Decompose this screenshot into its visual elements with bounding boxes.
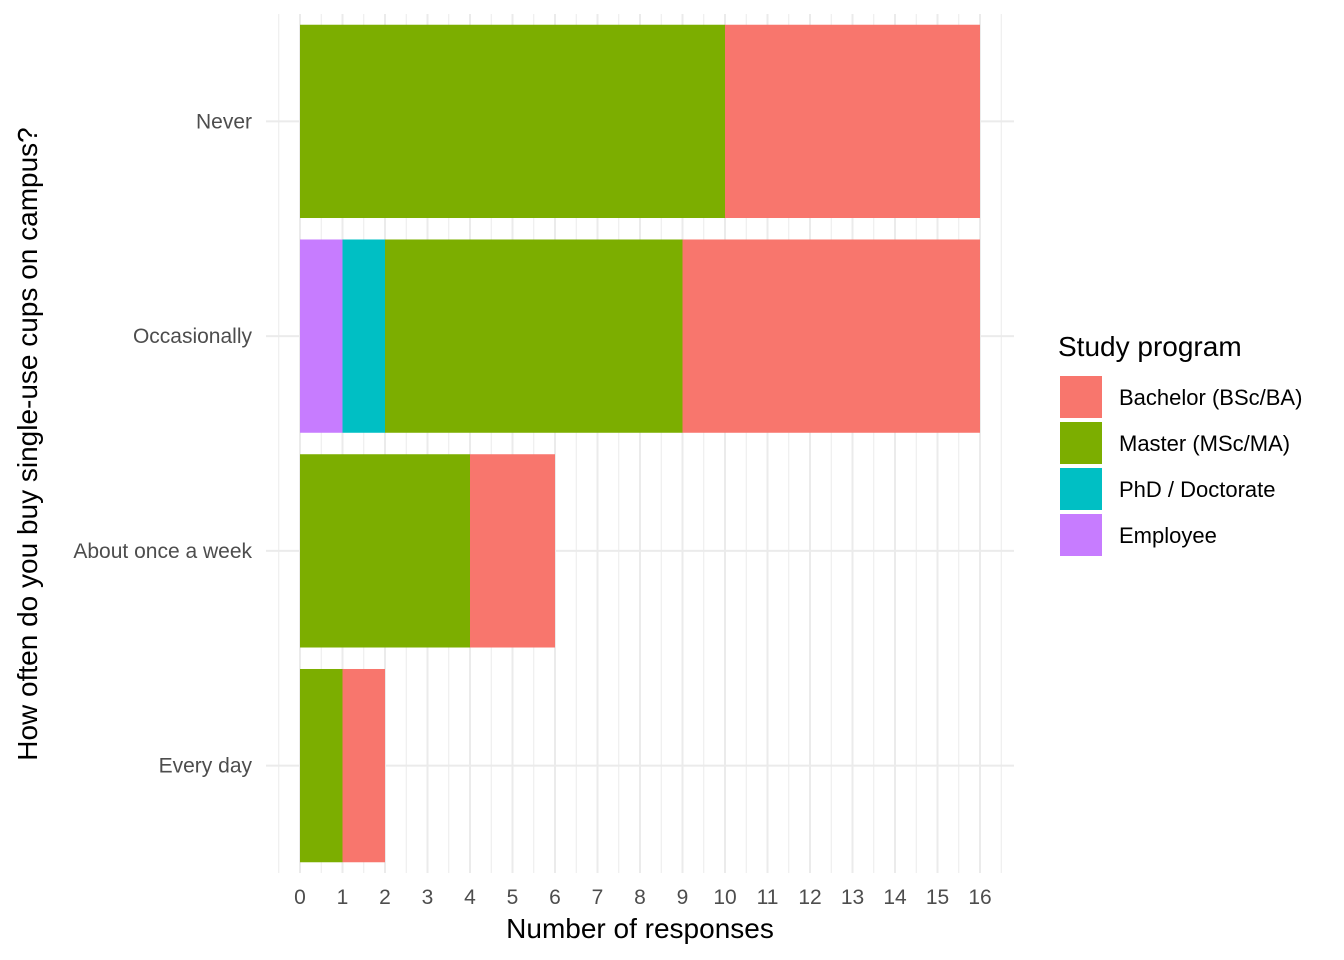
legend-title: Study program — [1058, 331, 1242, 362]
y-tick-label: Occasionally — [133, 325, 253, 348]
bar-segment — [342, 239, 385, 433]
x-tick-label: 12 — [798, 886, 821, 909]
x-tick-label: 11 — [757, 886, 779, 909]
y-axis-ticks: Never Occasionally About once a week Every … — [73, 110, 252, 777]
x-tick-label: 9 — [677, 886, 689, 909]
legend-label: Master (MSc/MA) — [1119, 431, 1290, 456]
bar-segment — [300, 454, 470, 648]
y-axis-title: How often do you buy single-use cups on … — [12, 127, 43, 761]
x-tick-label: 13 — [841, 886, 864, 909]
x-tick-label: 10 — [713, 886, 736, 909]
legend-label: Bachelor (BSc/BA) — [1119, 385, 1302, 410]
legend-label: Employee — [1119, 523, 1217, 548]
x-tick-label: 16 — [968, 886, 991, 909]
bar-segment — [342, 668, 385, 863]
bar-segment — [300, 239, 343, 433]
x-tick-label: 3 — [422, 886, 434, 909]
bar-segment — [682, 239, 980, 433]
legend-label: PhD / Doctorate — [1119, 477, 1276, 502]
x-tick-label: 14 — [883, 886, 907, 909]
bar-segment — [470, 454, 555, 648]
y-tick-label: About once a week — [73, 540, 252, 563]
bar-segment — [385, 239, 683, 433]
bars — [300, 24, 980, 863]
legend: Study program Bachelor (BSc/BA) Master (M… — [1058, 331, 1302, 556]
legend-swatch — [1060, 514, 1102, 556]
x-tick-label: 6 — [549, 886, 561, 909]
x-tick-label: 15 — [926, 886, 949, 909]
y-tick-label: Every day — [159, 755, 253, 778]
y-tick-label: Never — [196, 110, 252, 133]
x-tick-label: 0 — [294, 886, 306, 909]
bar-segment — [300, 668, 343, 863]
x-tick-label: 2 — [379, 886, 391, 909]
x-tick-label: 4 — [464, 886, 476, 909]
x-axis-title: Number of responses — [506, 913, 774, 944]
x-tick-label: 7 — [592, 886, 604, 909]
bar-segment — [725, 24, 980, 219]
legend-swatch — [1060, 468, 1102, 510]
bar-segment — [300, 24, 725, 219]
x-tick-label: 5 — [507, 886, 519, 909]
legend-swatch — [1060, 376, 1102, 418]
legend-swatch — [1060, 422, 1102, 464]
x-axis-ticks: 0 1 2 3 4 5 6 7 8 9 10 11 12 13 14 15 16 — [294, 886, 992, 909]
x-tick-label: 1 — [337, 886, 349, 909]
x-tick-label: 8 — [634, 886, 646, 909]
